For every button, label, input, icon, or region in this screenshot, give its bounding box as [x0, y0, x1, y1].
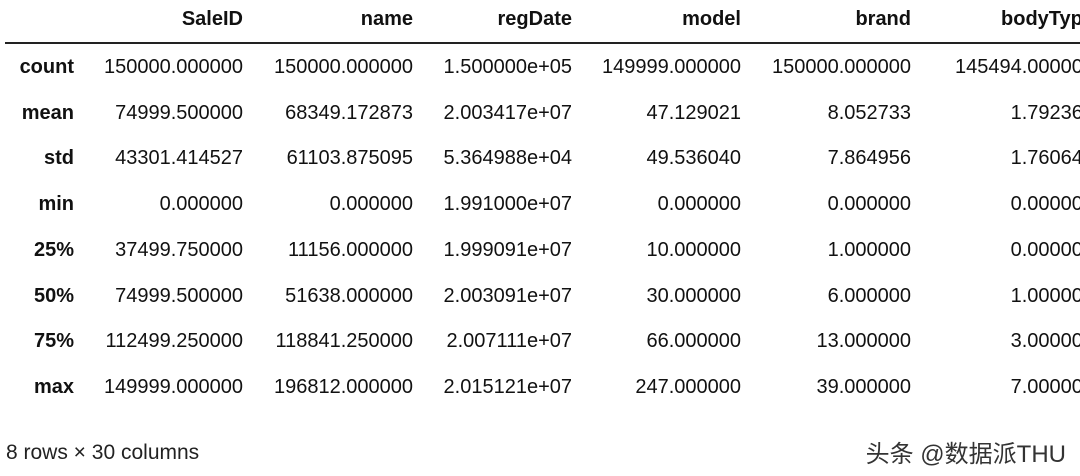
- table-cell: 74999.500000: [115, 101, 243, 124]
- table-cell: 74999.500000: [115, 284, 243, 307]
- row-label: 75%: [33, 330, 74, 353]
- row-label: count: [19, 56, 74, 78]
- table-cell: 149999.000000: [103, 375, 243, 398]
- row-label: 25%: [33, 238, 74, 261]
- table-cell: 49.536040: [646, 147, 741, 170]
- table-cell: 43301.414527: [115, 147, 243, 170]
- shape-footer: 8 rows × 30 columns: [6, 441, 200, 464]
- table-cell: 247.000000: [635, 375, 741, 398]
- table-cell: 51638.000000: [285, 284, 413, 307]
- row-label: mean: [21, 101, 74, 124]
- table-cell: 118841.250000: [275, 330, 413, 353]
- table-cell: 1.999091e+07: [443, 238, 572, 261]
- table-cell: 68349.172873: [285, 101, 413, 124]
- table-cell: 150000.000000: [103, 56, 243, 78]
- table-cell: 149999.000000: [601, 56, 741, 78]
- column-header: regDate: [497, 8, 572, 30]
- table-cell: 0.000000: [1010, 238, 1080, 261]
- watermark: 头条 @数据派THU: [865, 441, 1066, 468]
- table-cell: 0.000000: [1010, 193, 1080, 216]
- table-cell: 37499.750000: [115, 238, 243, 261]
- table-cell: 5.364988e+04: [443, 147, 572, 170]
- table-cell: 1.500000e+05: [443, 56, 572, 78]
- table-cell: 39.000000: [816, 375, 911, 398]
- table-cell: 2.007111e+07: [446, 330, 573, 353]
- table-cell: 0.000000: [827, 193, 911, 216]
- table-cell: 47.129021: [646, 101, 741, 124]
- column-header: bodyType: [1001, 8, 1080, 30]
- table-cell: 150000.000000: [273, 56, 413, 78]
- row-label: std: [44, 147, 74, 170]
- header-rule: [5, 42, 1080, 44]
- table-cell: 112499.250000: [105, 330, 243, 353]
- table-cell: 196812.000000: [273, 375, 413, 398]
- column-header: model: [682, 8, 741, 30]
- table-cell: 1.760640: [1010, 147, 1080, 170]
- table-cell: 1.000000: [827, 238, 911, 261]
- table-cell: 2.003091e+07: [443, 284, 572, 307]
- table-cell: 1.000000: [1010, 284, 1080, 307]
- table-cell: 8.052733: [827, 101, 911, 124]
- table-cell: 150000.000000: [771, 56, 911, 78]
- table-cell: 66.000000: [646, 330, 741, 353]
- column-header: brand: [855, 8, 911, 30]
- table-cell: 30.000000: [646, 284, 741, 307]
- table-cell: 0.000000: [329, 193, 413, 216]
- column-header: name: [360, 8, 413, 30]
- table-cell: 0.000000: [159, 193, 243, 216]
- table-cell: 3.000000: [1010, 330, 1080, 353]
- table-cell: 6.000000: [827, 284, 911, 307]
- table-cell: 7.864956: [827, 147, 911, 170]
- table-cell: 7.000000: [1010, 375, 1080, 398]
- row-label: min: [38, 193, 74, 216]
- table-cell: 1.991000e+07: [443, 193, 572, 216]
- column-header: SaleID: [181, 8, 243, 30]
- table-cell: 13.000000: [816, 330, 911, 353]
- table-cell: 2.003417e+07: [443, 101, 572, 124]
- row-label: 50%: [33, 284, 74, 307]
- table-cell: 0.000000: [657, 193, 741, 216]
- table-cell: 11156.000000: [288, 238, 413, 261]
- table-cell: 10.000000: [646, 238, 741, 261]
- table-cell: 1.792369: [1010, 101, 1080, 124]
- table-cell: 2.015121e+07: [443, 375, 572, 398]
- table-cell: 61103.875095: [286, 147, 413, 170]
- row-label: max: [33, 375, 74, 398]
- table-cell: 145494.000000: [954, 56, 1080, 78]
